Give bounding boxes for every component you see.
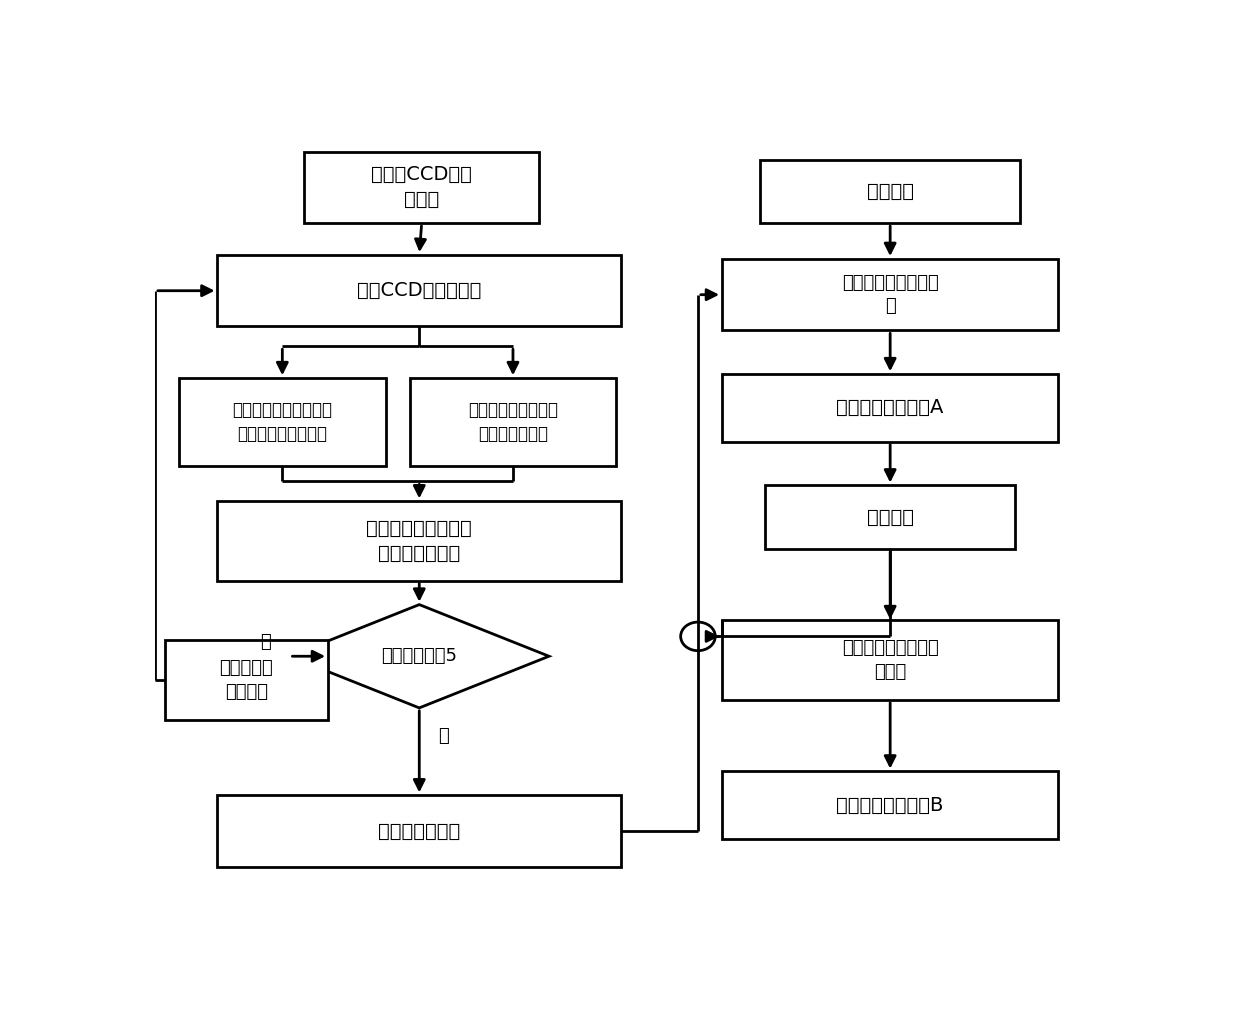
Text: 熄灭屏幕采集未点亮
的液晶屏幕图像: 熄灭屏幕采集未点亮 的液晶屏幕图像 <box>467 401 558 443</box>
Bar <box>722 375 1058 442</box>
Text: 点亮屏幕采集显示白色
画面的液晶屏幕图像: 点亮屏幕采集显示白色 画面的液晶屏幕图像 <box>232 401 332 443</box>
Polygon shape <box>290 605 549 708</box>
Bar <box>722 772 1058 839</box>
Text: 采集液晶屏幕图像B: 采集液晶屏幕图像B <box>837 796 944 814</box>
Text: 点亮屏幕: 点亮屏幕 <box>867 182 914 201</box>
Bar <box>722 259 1058 330</box>
Bar <box>765 485 1016 549</box>
Text: 计算图像灰度均值与
标准值的偏差值: 计算图像灰度均值与 标准值的偏差值 <box>366 519 472 563</box>
Bar <box>217 502 621 581</box>
Text: 初始化CCD相机
曝光值: 初始化CCD相机 曝光值 <box>371 165 472 209</box>
Bar <box>304 152 539 223</box>
Circle shape <box>681 622 715 651</box>
Bar <box>165 640 327 720</box>
Text: 保存此时曝光值: 保存此时曝光值 <box>378 821 460 841</box>
Bar <box>409 378 616 465</box>
Text: 设置未点亮状态下的
曝光值: 设置未点亮状态下的 曝光值 <box>842 640 939 681</box>
Bar <box>760 160 1019 223</box>
Bar <box>217 255 621 326</box>
Text: 采集液晶屏幕图像A: 采集液晶屏幕图像A <box>837 398 944 417</box>
Text: 是: 是 <box>438 727 449 745</box>
Text: 熄灭屏幕: 熄灭屏幕 <box>867 508 914 526</box>
Text: 设置CCD相机曝光值: 设置CCD相机曝光值 <box>357 281 481 300</box>
Bar <box>217 796 621 867</box>
Bar <box>722 620 1058 700</box>
Text: 偏差是否小于5: 偏差是否小于5 <box>381 647 458 666</box>
Text: 根据偏差调
整曝光值: 根据偏差调 整曝光值 <box>219 659 273 701</box>
Text: 否: 否 <box>260 633 270 651</box>
Bar <box>179 378 386 465</box>
Text: 设置白色画面的曝光
值: 设置白色画面的曝光 值 <box>842 273 939 316</box>
